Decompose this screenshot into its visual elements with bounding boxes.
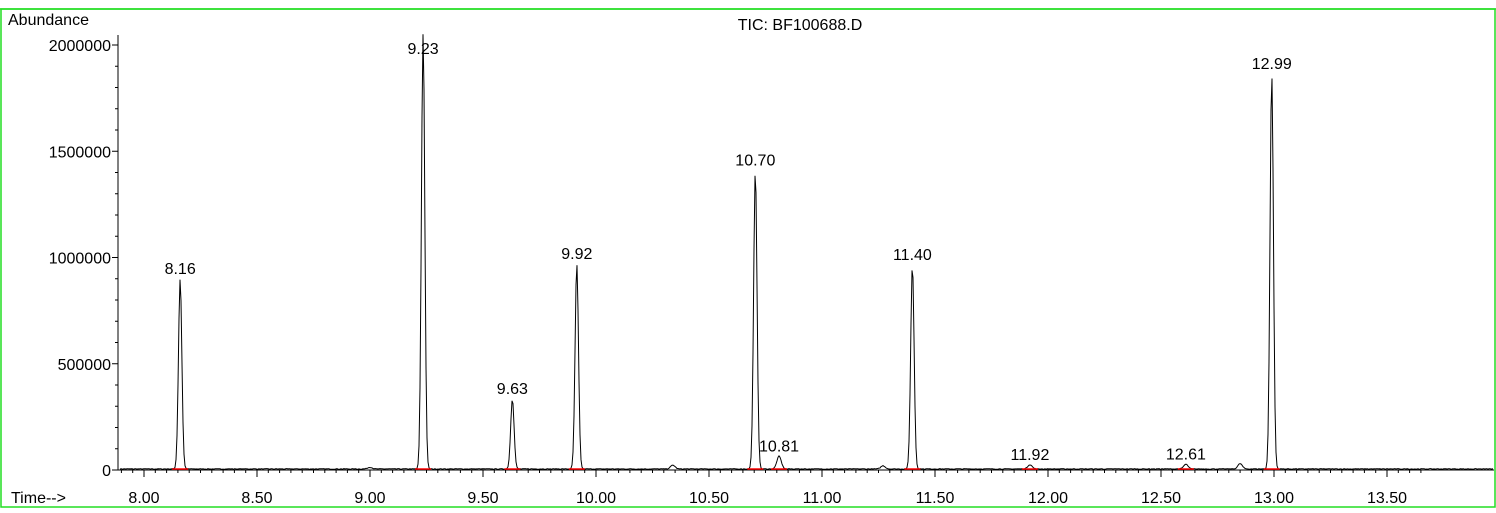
x-tick-label: 8.50 xyxy=(241,490,272,507)
x-tick-label: 10.50 xyxy=(689,490,729,507)
peak-label: 10.70 xyxy=(735,152,775,169)
x-tick-label: 8.00 xyxy=(128,490,159,507)
x-tick-label: 11.00 xyxy=(803,490,842,507)
peak-label: 11.40 xyxy=(893,247,932,264)
x-tick-label: 9.00 xyxy=(354,490,385,507)
chart-title: TIC: BF100688.D xyxy=(738,17,863,34)
peak-label: 8.16 xyxy=(165,261,196,278)
axes: 0 500000 1000000 1500000 2000000 8.00 8.50 9.00… xyxy=(49,35,1494,507)
x-tick-label: 9.50 xyxy=(467,490,498,507)
x-tick-label: 13.50 xyxy=(1367,490,1407,507)
y-axis-title: Abundance xyxy=(8,12,89,29)
x-tick-label: 11.50 xyxy=(916,490,955,507)
peak-label: 9.63 xyxy=(497,381,528,398)
y-tick-label: 1000000 xyxy=(49,251,111,268)
x-tick-label: 10.00 xyxy=(576,490,616,507)
y-tick-label: 1500000 xyxy=(49,144,111,161)
peak-label: 11.92 xyxy=(1010,447,1049,464)
y-tick-label: 2000000 xyxy=(49,38,111,55)
chromatogram-trace xyxy=(119,34,1494,470)
peak-label: 10.81 xyxy=(759,438,799,455)
x-tick-label: 13.00 xyxy=(1254,490,1294,507)
peak-label: 9.23 xyxy=(408,41,439,58)
x-tick-label: 12.50 xyxy=(1141,490,1181,507)
peak-labels: 8.16 9.23 9.63 9.92 10.70 10.81 11.40 11.92 12.6… xyxy=(165,41,1292,464)
y-tick-label: 500000 xyxy=(58,357,111,374)
tic-trace-line xyxy=(119,34,1494,470)
panel-border xyxy=(0,8,1496,508)
peak-label: 9.92 xyxy=(561,246,592,263)
y-tick-label: 0 xyxy=(102,463,111,480)
x-axis-title: Time--> xyxy=(11,490,66,507)
peak-label: 12.61 xyxy=(1166,446,1206,463)
x-tick-label: 12.00 xyxy=(1028,490,1068,507)
peak-label: 12.99 xyxy=(1252,56,1292,73)
